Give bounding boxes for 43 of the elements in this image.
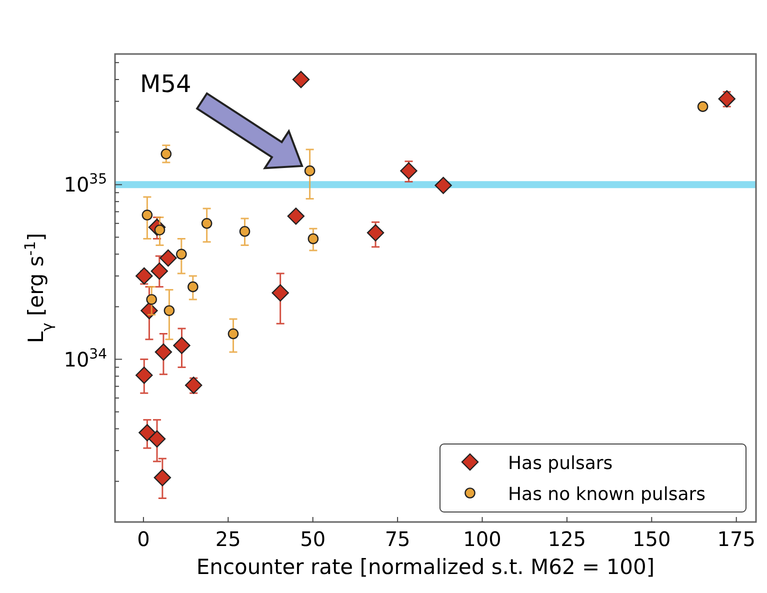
point (308, 233, 319, 244)
point (164, 305, 175, 316)
point (154, 343, 172, 361)
point (287, 208, 305, 225)
x-tick-label: 50 (300, 527, 326, 551)
point (142, 210, 153, 220)
point (272, 284, 289, 302)
point (434, 176, 452, 194)
point (188, 281, 198, 292)
point (185, 376, 202, 394)
point (304, 165, 316, 176)
point (173, 336, 190, 354)
x-tick-label: 25 (215, 527, 241, 551)
x-tick-label: 0 (137, 527, 150, 551)
y-tick-label: 10$^{35}$ (64, 172, 107, 197)
point (160, 148, 172, 160)
point (201, 218, 212, 229)
point (154, 469, 172, 486)
point (228, 328, 239, 340)
annotation: M54 (140, 70, 192, 98)
point (176, 248, 187, 260)
x-tick-label: 125 (548, 527, 586, 551)
point (146, 294, 157, 305)
y-tick-label: 10$^{34}$ (64, 346, 108, 372)
x-tick-label: 75 (384, 527, 410, 551)
x-axis-title: Encounter rate [normalized s.t. M62 = 100] (196, 555, 655, 579)
legend-label: Has pulsars (508, 453, 613, 474)
point (239, 226, 250, 237)
point (138, 424, 156, 442)
point (160, 249, 177, 267)
point (136, 267, 153, 285)
point (697, 101, 708, 112)
x-tick-label: 100 (463, 527, 502, 551)
point (150, 262, 168, 280)
point (718, 90, 736, 108)
x-tick-label: 175 (717, 527, 756, 551)
x-tick-label: 150 (632, 527, 671, 551)
point (292, 70, 310, 88)
point (148, 430, 166, 448)
point (366, 224, 384, 242)
legend-label: Has no known pulsars (508, 484, 706, 505)
point (400, 162, 418, 180)
point (136, 366, 153, 384)
